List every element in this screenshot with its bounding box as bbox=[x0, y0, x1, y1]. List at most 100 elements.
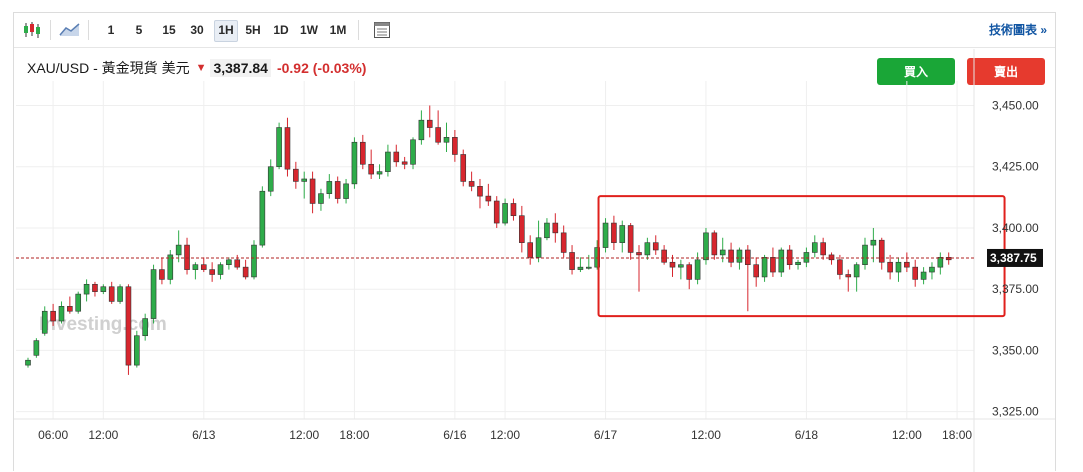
x-tick-label: 06:00 bbox=[38, 428, 68, 442]
candle-body bbox=[234, 259, 241, 268]
buy-button[interactable]: 買入 bbox=[877, 58, 955, 85]
interval-15[interactable]: 15 bbox=[162, 23, 176, 37]
candle-body bbox=[318, 193, 324, 204]
candle-body bbox=[359, 141, 366, 165]
candle-body bbox=[117, 286, 123, 302]
candle-body bbox=[594, 247, 600, 268]
candle-body bbox=[837, 259, 843, 275]
interval-5[interactable]: 5 bbox=[135, 23, 143, 37]
candle-body bbox=[468, 181, 475, 187]
last-price: 3,387.84 bbox=[210, 59, 271, 77]
candle-body bbox=[393, 151, 400, 163]
candle-body bbox=[125, 286, 132, 366]
candle-body bbox=[50, 310, 56, 322]
candle-body bbox=[159, 269, 165, 280]
x-tick-label: 18:00 bbox=[942, 428, 972, 442]
candle-body bbox=[75, 293, 82, 312]
candle-body bbox=[544, 222, 550, 239]
candle-body bbox=[820, 242, 826, 256]
candle-body bbox=[502, 203, 508, 224]
candle-body bbox=[41, 310, 48, 334]
interval-30[interactable]: 30 bbox=[190, 23, 204, 37]
candle-body bbox=[577, 266, 584, 270]
candle-body bbox=[527, 242, 534, 258]
candle-body bbox=[167, 254, 174, 280]
toolbar-separator bbox=[50, 20, 51, 40]
watermark: Investing.com bbox=[39, 314, 167, 335]
y-tick-label: 3,450.00 bbox=[992, 98, 1039, 112]
candle-body bbox=[242, 266, 249, 278]
candle-body bbox=[251, 244, 257, 278]
x-tick-label: 12:00 bbox=[892, 428, 922, 442]
instrument-title: XAU/USD - 黃金現貨 美元 bbox=[27, 60, 190, 76]
candle-body bbox=[811, 242, 818, 253]
y-tick-label: 3,325.00 bbox=[992, 405, 1039, 419]
candle-body bbox=[786, 249, 793, 265]
interval-1[interactable]: 1 bbox=[107, 23, 115, 37]
candle-body bbox=[485, 195, 492, 202]
candle-body bbox=[619, 225, 626, 243]
candle-body bbox=[301, 178, 308, 182]
candle-body bbox=[678, 264, 684, 268]
chart-widget: 1 5 15 30 1H 5H 1D 1W 1M 技術圖表 » XAU/USD … bbox=[13, 12, 1056, 472]
candle-body bbox=[267, 166, 274, 192]
candle-body bbox=[401, 161, 408, 165]
candle-body bbox=[694, 259, 701, 280]
candlestick-icon[interactable] bbox=[20, 19, 44, 41]
candle-body bbox=[83, 283, 90, 295]
candle-body bbox=[209, 269, 215, 275]
price-chart[interactable]: Investing.com 3,450.003,425.003,400.003,… bbox=[14, 13, 1055, 472]
down-arrow-icon: ▼ bbox=[195, 62, 207, 74]
candle-body bbox=[845, 274, 852, 278]
candle-body bbox=[276, 127, 282, 168]
candle-body bbox=[150, 269, 157, 319]
candle-body bbox=[585, 266, 592, 269]
area-chart-icon[interactable] bbox=[58, 19, 82, 41]
candle-body bbox=[669, 261, 676, 268]
candle-body bbox=[711, 232, 718, 256]
candle-body bbox=[460, 154, 467, 182]
interval-1d[interactable]: 1D bbox=[273, 23, 289, 37]
candle-body bbox=[703, 232, 709, 261]
x-tick-label: 6/13 bbox=[192, 428, 216, 442]
candle-body bbox=[853, 264, 860, 278]
candle-body bbox=[226, 259, 232, 265]
candle-body bbox=[410, 139, 416, 165]
candle-body bbox=[92, 283, 98, 292]
interval-5h[interactable]: 5H bbox=[245, 23, 261, 37]
candle-body bbox=[334, 181, 341, 199]
table-icon[interactable] bbox=[370, 19, 394, 41]
area-chart-icon-glyph bbox=[59, 23, 80, 36]
candle-body bbox=[602, 222, 609, 248]
x-tick-label: 18:00 bbox=[339, 428, 369, 442]
candle-body bbox=[560, 232, 567, 253]
chart-toolbar: 1 5 15 30 1H 5H 1D 1W 1M 技術圖表 » bbox=[14, 13, 1055, 48]
x-tick-label: 12:00 bbox=[88, 428, 118, 442]
current-price-label-bg bbox=[987, 248, 1043, 267]
candle-body bbox=[108, 286, 115, 302]
interval-1w[interactable]: 1W bbox=[300, 23, 318, 37]
candle-body bbox=[904, 261, 910, 268]
candle-body bbox=[636, 252, 642, 256]
candle-body bbox=[611, 222, 617, 243]
x-tick-label: 6/16 bbox=[443, 428, 467, 442]
candle-body bbox=[100, 286, 107, 292]
candle-body bbox=[652, 242, 659, 251]
y-tick-label: 3,425.00 bbox=[992, 160, 1039, 174]
candle-body bbox=[67, 306, 73, 312]
sell-button[interactable]: 賣出 bbox=[967, 58, 1045, 85]
candle-body bbox=[192, 264, 199, 270]
candle-body bbox=[803, 252, 810, 263]
candle-body bbox=[184, 244, 190, 270]
candle-body bbox=[569, 252, 575, 270]
candle-body bbox=[418, 119, 425, 141]
candle-body bbox=[745, 249, 751, 265]
technical-chart-link[interactable]: 技術圖表 » bbox=[988, 23, 1047, 37]
candle-body bbox=[552, 222, 559, 234]
interval-1m[interactable]: 1M bbox=[329, 23, 347, 37]
candle-body bbox=[309, 178, 316, 204]
candle-body bbox=[343, 183, 349, 199]
interval-1h[interactable]: 1H bbox=[214, 20, 238, 42]
candle-body bbox=[719, 249, 726, 256]
candle-body bbox=[435, 127, 441, 143]
